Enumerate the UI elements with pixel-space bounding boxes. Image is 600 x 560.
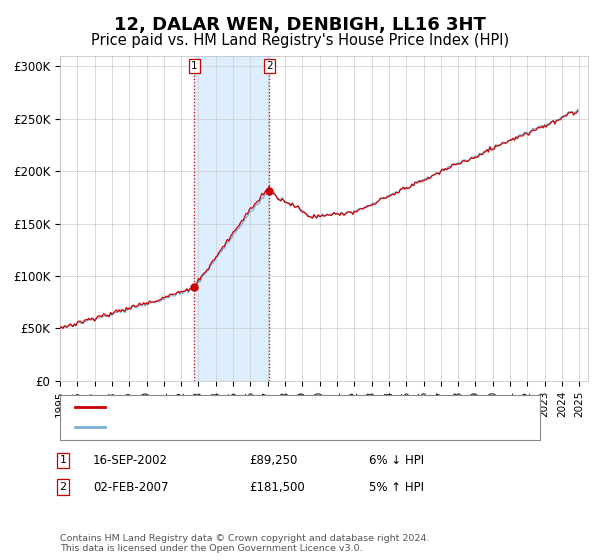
Text: 2: 2 [59,482,67,492]
Text: £181,500: £181,500 [249,480,305,494]
Text: 6% ↓ HPI: 6% ↓ HPI [369,454,424,467]
Text: Price paid vs. HM Land Registry's House Price Index (HPI): Price paid vs. HM Land Registry's House … [91,33,509,48]
Text: HPI: Average price, detached house, Denbighshire: HPI: Average price, detached house, Denb… [111,421,408,433]
Text: 12, DALAR WEN, DENBIGH, LL16 3HT (detached house): 12, DALAR WEN, DENBIGH, LL16 3HT (detach… [111,401,437,414]
Text: 02-FEB-2007: 02-FEB-2007 [93,480,169,494]
Bar [194,56,269,381]
Text: 1: 1 [191,61,197,71]
Text: Contains HM Land Registry data © Crown copyright and database right 2024.
This d: Contains HM Land Registry data © Crown c… [60,534,430,553]
Text: £89,250: £89,250 [249,454,298,467]
Text: 2: 2 [266,61,272,71]
Text: 16-SEP-2002: 16-SEP-2002 [93,454,168,467]
Text: 12, DALAR WEN, DENBIGH, LL16 3HT: 12, DALAR WEN, DENBIGH, LL16 3HT [114,16,486,34]
Text: 5% ↑ HPI: 5% ↑ HPI [369,480,424,494]
Text: 1: 1 [59,455,67,465]
